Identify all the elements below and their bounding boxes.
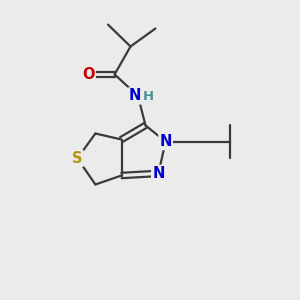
Text: S: S (72, 151, 83, 166)
Text: N: N (159, 134, 172, 149)
Text: N: N (152, 166, 165, 181)
Text: N: N (128, 88, 141, 104)
Text: O: O (82, 67, 95, 82)
Text: H: H (143, 89, 154, 103)
